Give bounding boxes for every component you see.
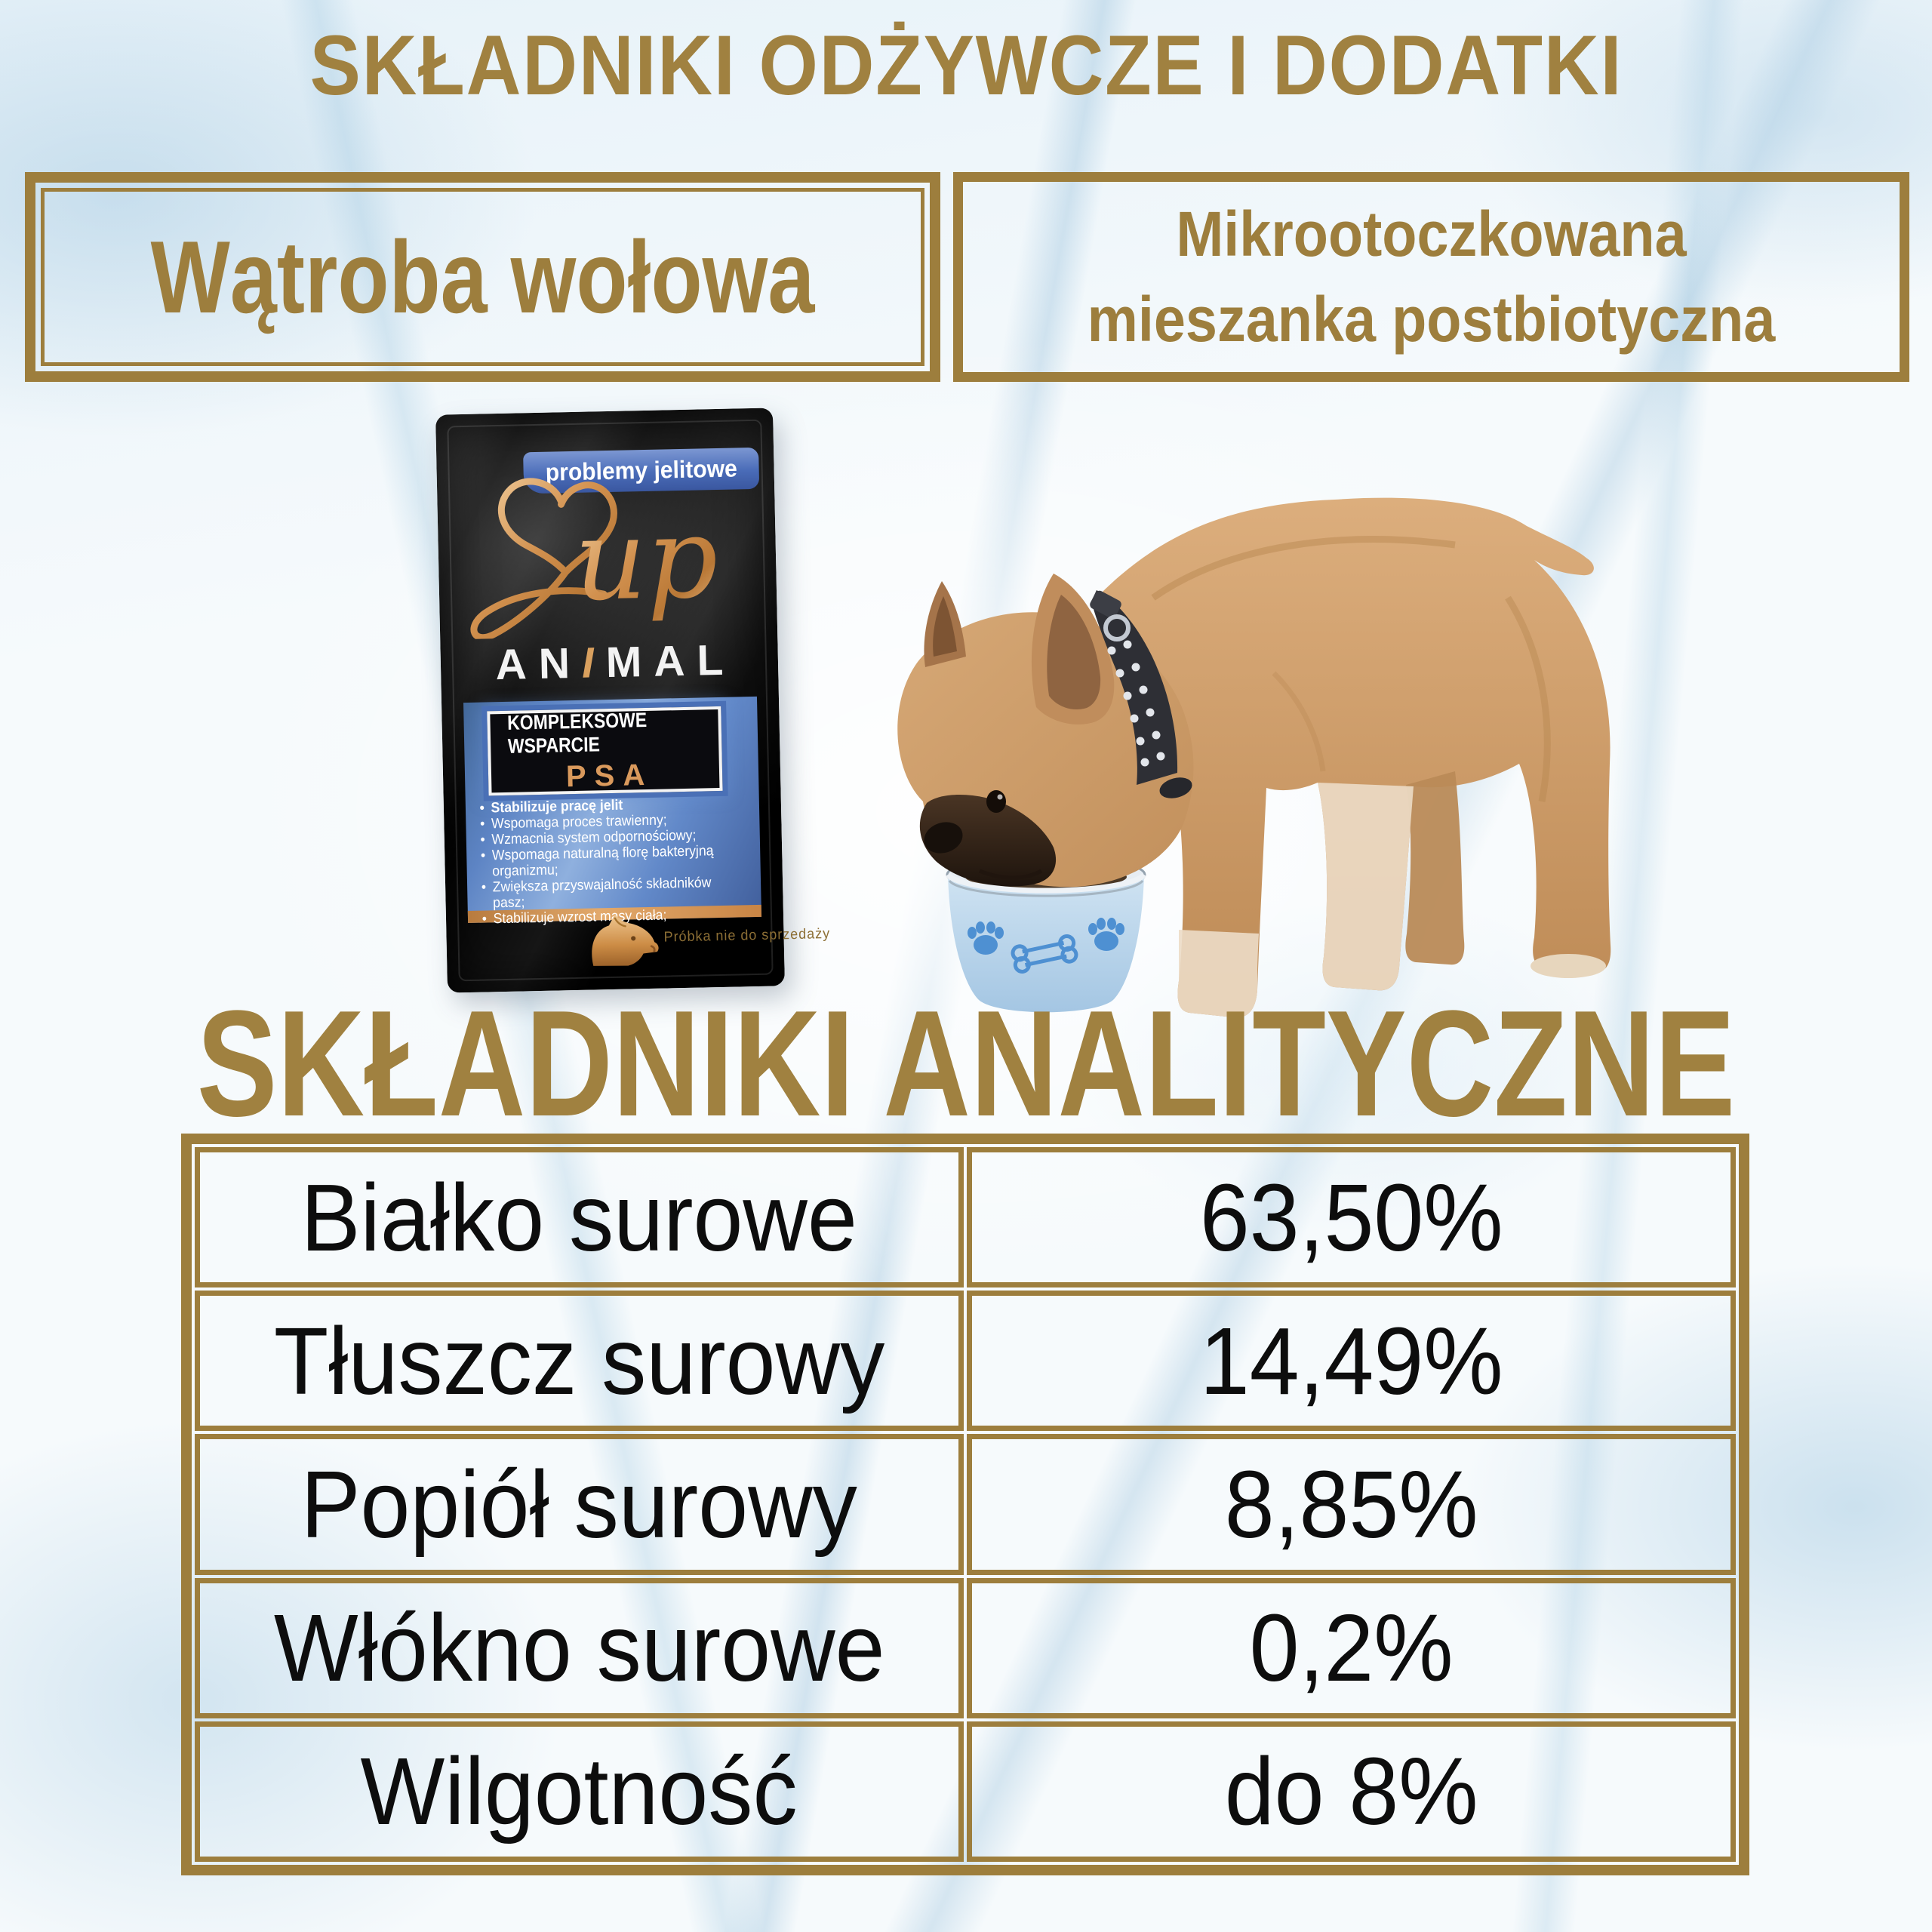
sample-note: Próbka nie do sprzedaży <box>663 925 831 946</box>
dog-muzzle <box>919 794 1057 887</box>
bone-icon <box>1011 934 1078 974</box>
table-cell-label: Wilgotność <box>195 1721 964 1862</box>
paw-print-icon <box>968 921 1004 955</box>
page-title: SKŁADNIKI ODŻYWCZE I DODATKI <box>0 17 1932 114</box>
table-cell-value: 63,50% <box>967 1147 1736 1288</box>
brand-word-animal: ANIMAL <box>494 635 736 690</box>
dog-near-paw-cream <box>1177 930 1259 1018</box>
benefit-item: Zwiększa przyswajalność składników pasz; <box>478 875 736 912</box>
product-sachet: problemy jelitowe up ANIMAL KOMPLEKSOWE … <box>435 408 830 993</box>
dog-eye-glint <box>997 794 1003 800</box>
dog-head-icon <box>592 914 659 966</box>
table-cell-value: 8,85% <box>967 1434 1736 1575</box>
panel-title: KOMPLEKSOWE WSPARCIE <box>506 708 648 758</box>
collar-buckle <box>1090 590 1121 619</box>
analysis-table: Białko surowe 63,50% Tłuszcz surowy 14,4… <box>181 1134 1749 1875</box>
paw-print-icon <box>1088 918 1124 951</box>
ingredient-label: Wątroba wołowa <box>150 220 815 334</box>
panel-subject: PSA <box>565 758 654 793</box>
ingredient-box-postbiotic: Mikrootoczkowana mieszanka postbiotyczna <box>953 172 1909 382</box>
dog-eye <box>986 790 1006 813</box>
dog-nose <box>924 822 963 854</box>
dog-thigh-shading <box>1505 595 1551 802</box>
table-cell-label: Białko surowe <box>195 1147 964 1288</box>
table-cell-label: Tłuszcz surowy <box>195 1291 964 1432</box>
dog-photo <box>851 447 1689 1032</box>
analysis-heading: SKŁADNIKI ANALITYCZNE <box>196 980 1736 1148</box>
dog-rear-paw <box>1531 954 1606 978</box>
dog-hind-leg-far <box>1405 771 1465 965</box>
brand-logo-sup-icon: up <box>470 478 719 640</box>
table-cell-label: Włókno surowe <box>195 1577 964 1718</box>
french-bulldog-icon <box>897 497 1611 1018</box>
dog-chest-shading <box>1272 671 1326 772</box>
dog-mouth-line <box>979 869 1043 880</box>
sachet-info-frame: KOMPLEKSOWE WSPARCIE PSA <box>487 706 723 796</box>
dog-back-shading <box>1151 536 1456 601</box>
dog-front-leg-cream <box>1318 783 1414 991</box>
collar-studs <box>1107 640 1165 767</box>
collar-tag <box>1159 777 1192 798</box>
dog-body <box>1100 497 1611 1018</box>
ingredient-box-liver: Wątroba wołowa <box>25 172 940 382</box>
dog-bowl-front <box>946 872 1146 1013</box>
dog-ear-far-inner <box>933 596 957 657</box>
bowl-rim-highlight <box>946 872 1146 894</box>
table-cell-value: 0,2% <box>967 1577 1736 1718</box>
table-cell-label: Popiół surowy <box>195 1434 964 1575</box>
dog-ear-near-inner <box>1047 595 1101 710</box>
collar-ring-icon <box>1103 614 1131 641</box>
table-cell-value: do 8% <box>967 1721 1736 1862</box>
heart-s-icon <box>470 478 617 640</box>
benefit-item: Wspomaga naturalną florę bakteryjną orga… <box>478 843 735 880</box>
ingredient-label: Mikrootoczkowana mieszanka postbiotyczna <box>1087 198 1776 355</box>
gold-i-accent: I <box>581 638 607 688</box>
bowl-rim-line <box>948 880 1144 897</box>
brand-script-tail: up <box>573 493 719 626</box>
page-title-text: SKŁADNIKI ODŻYWCZE I DODATKI <box>309 18 1623 112</box>
table-cell-value: 14,49% <box>967 1291 1736 1432</box>
